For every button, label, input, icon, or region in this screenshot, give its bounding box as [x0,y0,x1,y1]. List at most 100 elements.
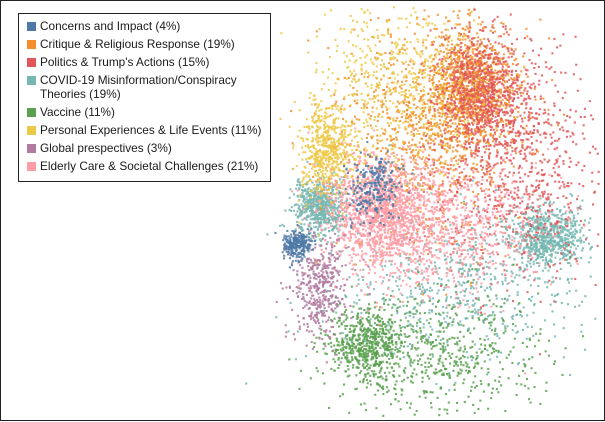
scatter-point [420,126,423,129]
scatter-point [451,84,454,87]
scatter-point [560,302,563,305]
scatter-point [518,251,521,254]
scatter-point [365,136,368,139]
scatter-point [459,94,462,97]
scatter-point [487,148,490,151]
scatter-point [506,325,509,328]
scatter-point [323,214,326,217]
scatter-point [266,233,269,236]
scatter-point [458,51,461,54]
scatter-point [443,317,446,320]
scatter-point [380,78,383,81]
scatter-point [329,182,332,185]
scatter-point [463,238,466,241]
scatter-point [428,146,431,149]
scatter-point [498,51,501,54]
scatter-point [563,249,566,252]
scatter-point [373,90,376,93]
scatter-point [466,132,469,135]
scatter-point [559,258,562,261]
scatter-point [543,121,546,124]
scatter-point [551,244,554,247]
scatter-point [467,12,470,15]
scatter-point [416,105,419,108]
scatter-point [533,279,536,282]
scatter-point [529,130,532,133]
scatter-point [490,83,493,86]
scatter-point [493,133,496,136]
scatter-point [368,180,371,183]
scatter-point [450,102,453,105]
scatter-point [477,101,480,104]
scatter-point [477,116,480,119]
scatter-point [439,87,442,90]
scatter-point [392,87,395,90]
scatter-point [494,69,497,72]
scatter-point [531,201,534,204]
scatter-point [383,96,386,99]
scatter-point [458,120,461,123]
scatter-point [568,231,571,234]
scatter-point [403,110,406,113]
scatter-point [480,108,483,111]
scatter-point [433,69,436,72]
scatter-point [533,129,536,132]
scatter-point [509,191,512,194]
scatter-point [517,106,520,109]
scatter-point [549,228,552,231]
scatter-point [436,13,439,16]
scatter-point [400,147,403,150]
scatter-point [518,274,521,277]
scatter-point [322,234,325,237]
scatter-point [456,76,459,79]
scatter-point [412,158,415,161]
scatter-point [475,71,478,74]
scatter-point [508,237,511,240]
scatter-point [331,212,334,215]
scatter-point [456,60,459,63]
scatter-point [324,196,327,199]
scatter-point [537,83,540,86]
scatter-point [398,278,401,281]
scatter-point [436,63,439,66]
scatter-point [411,112,414,115]
scatter-point [508,101,511,104]
scatter-point [505,104,508,107]
scatter-point [510,48,513,51]
scatter-point [468,146,471,149]
scatter-point [500,203,503,206]
scatter-point [494,189,497,192]
scatter-point [468,270,471,273]
scatter-point [408,115,411,118]
scatter-point [460,275,463,278]
scatter-point [536,242,539,245]
scatter-point [308,193,311,196]
scatter-point [444,37,447,40]
scatter-point [456,23,459,26]
scatter-point [543,234,546,237]
scatter-point [452,169,455,172]
scatter-point [409,289,412,292]
scatter-point [479,52,482,55]
scatter-point [407,125,410,128]
scatter-point [501,205,504,208]
scatter-point [408,182,411,185]
scatter-point [424,114,427,117]
scatter-point [454,230,457,233]
scatter-point [326,241,329,244]
scatter-point [597,170,600,173]
scatter-point [537,261,540,264]
scatter-point [418,287,421,290]
scatter-point [306,188,309,191]
scatter-point [314,188,317,191]
scatter-point [492,48,495,51]
scatter-point [469,104,472,107]
scatter-point [465,58,468,61]
scatter-point [511,263,514,266]
scatter-point [465,300,468,303]
scatter-point [445,149,448,152]
scatter-point [478,60,481,63]
scatter-point [563,186,566,189]
scatter-point [428,67,431,70]
scatter-point [431,310,434,313]
